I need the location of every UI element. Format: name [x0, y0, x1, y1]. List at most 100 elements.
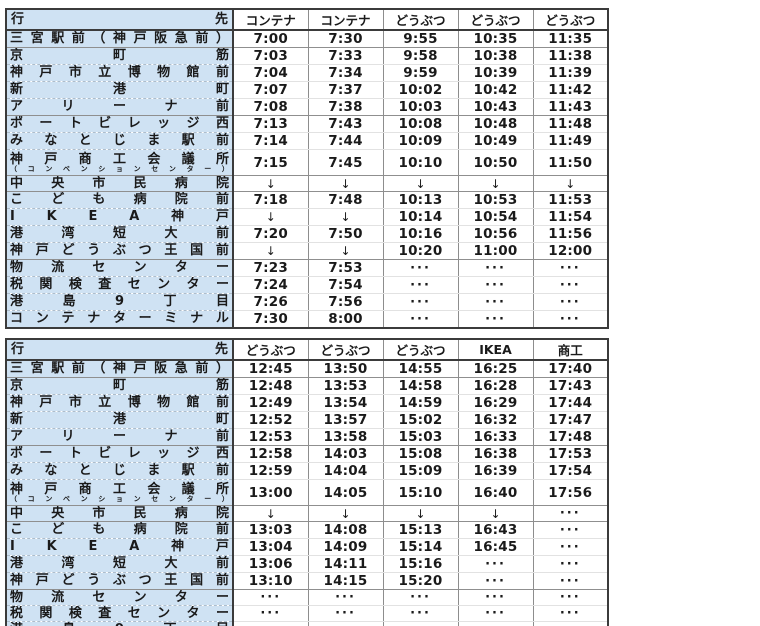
time-cell: 15:13: [382, 521, 458, 539]
time-cell: 17:47: [532, 411, 608, 429]
pass-through-cell: ↓: [232, 242, 308, 260]
pass-through-cell: ↓: [457, 175, 533, 192]
time-cell: 14:08: [307, 521, 383, 539]
time-cell: 12:49: [232, 394, 308, 412]
time-cell: 14:58: [382, 377, 458, 395]
time-cell: 10:38: [457, 47, 533, 65]
time-cell: 10:56: [457, 225, 533, 243]
time-cell: 10:43: [457, 98, 533, 116]
no-service-cell: ···: [457, 572, 533, 590]
station-cell: 神戸市立博物館前: [6, 64, 234, 82]
time-cell: 13:50: [307, 360, 383, 378]
table-row: 新港町 12:52 13:57 15:02 16:32 17:47: [6, 411, 608, 429]
time-cell: 7:37: [307, 81, 383, 99]
station-name: ポートビレッジ西: [10, 446, 229, 461]
time-cell: 12:59: [232, 462, 308, 480]
no-service-cell: ···: [532, 605, 608, 622]
time-cell: 10:13: [382, 191, 458, 209]
time-cell: 13:03: [232, 521, 308, 539]
table-row: 神戸どうぶつ王国前 ↓ ↓ 10:20 11:00 12:00: [6, 242, 608, 260]
time-cell: 7:08: [232, 98, 308, 116]
table-row: みなとじま駅前 12:59 14:04 15:09 16:39 17:54: [6, 462, 608, 480]
no-service-cell: ···: [532, 621, 608, 626]
time-cell: 7:14: [232, 132, 308, 150]
no-service-cell: ···: [532, 276, 608, 294]
time-cell: 14:05: [307, 479, 383, 506]
station-cell: こども病院前: [6, 521, 234, 539]
station-cell: 三宮駅前（神戸阪急前）: [6, 360, 234, 378]
time-cell: 12:53: [232, 428, 308, 446]
table-row: 港島 9 丁目 7:26 7:56 ··· ··· ···: [6, 293, 608, 311]
corner-header: 行先: [6, 339, 234, 361]
table-row: 中央市民病院 ↓ ↓ ↓ ↓ ···: [6, 505, 608, 522]
pass-through-cell: ↓: [232, 505, 308, 522]
no-service-cell: ···: [532, 505, 608, 522]
no-service-cell: ···: [457, 276, 533, 294]
time-cell: 7:45: [307, 149, 383, 176]
table-row: 中央市民病院 ↓ ↓ ↓ ↓ ↓: [6, 175, 608, 192]
station-name: コンテナターミナル: [10, 311, 229, 326]
time-cell: 11:54: [532, 208, 608, 226]
time-cell: 9:59: [382, 64, 458, 82]
table-row: みなとじま駅前 7:14 7:44 10:09 10:49 11:49: [6, 132, 608, 150]
timetable-afternoon: 行先どうぶつ どうぶつ どうぶつ IKEA 商工三宮駅前（神戸阪急前） 12:45 13:5…: [5, 338, 609, 626]
table-row: 三宮駅前（神戸阪急前） 7:00 7:30 9:55 10:35 11:35: [6, 30, 608, 48]
time-cell: 11:56: [532, 225, 608, 243]
station-name: 神戸どうぶつ王国前: [10, 243, 229, 258]
no-service-cell: ···: [457, 310, 533, 328]
time-cell: 10:20: [382, 242, 458, 260]
time-cell: 15:16: [382, 555, 458, 573]
time-cell: 10:16: [382, 225, 458, 243]
station-cell: 三宮駅前（神戸阪急前）: [6, 30, 234, 48]
column-header: どうぶつ: [307, 339, 383, 361]
header-row: 行先コンテナ コンテナ どうぶつ どうぶつ どうぶつ: [6, 9, 608, 31]
time-cell: 12:00: [532, 242, 608, 260]
time-cell: 7:03: [232, 47, 308, 65]
no-service-cell: ···: [382, 589, 458, 606]
table-row: 物流センター 7:23 7:53 ··· ··· ···: [6, 259, 608, 277]
time-cell: 7:04: [232, 64, 308, 82]
time-cell: 10:03: [382, 98, 458, 116]
time-cell: 10:10: [382, 149, 458, 176]
table-row: 港湾短大前 7:20 7:50 10:16 10:56 11:56: [6, 225, 608, 243]
time-cell: 10:54: [457, 208, 533, 226]
station-cell: 中央市民病院: [6, 175, 234, 192]
corner-left-label: 行: [11, 11, 25, 27]
time-cell: 14:59: [382, 394, 458, 412]
time-cell: 11:42: [532, 81, 608, 99]
time-cell: 11:38: [532, 47, 608, 65]
no-service-cell: ···: [307, 605, 383, 622]
column-header: どうぶつ: [457, 9, 533, 31]
no-service-cell: ···: [382, 310, 458, 328]
table-row: ポートビレッジ西 7:13 7:43 10:08 10:48 11:48: [6, 115, 608, 133]
table-row: 神戸商工会議所（コンベンションセンター） 13:00 14:05 15:10 16:40…: [6, 479, 608, 506]
station-name: アリーナ前: [10, 429, 229, 444]
station-name: 京町筋: [10, 378, 229, 393]
time-cell: 11:39: [532, 64, 608, 82]
station-cell: 神戸どうぶつ王国前: [6, 572, 234, 590]
time-cell: 7:50: [307, 225, 383, 243]
no-service-cell: ···: [232, 621, 308, 626]
time-cell: 15:08: [382, 445, 458, 463]
column-header: どうぶつ: [382, 9, 458, 31]
no-service-cell: ···: [532, 589, 608, 606]
time-cell: 7:15: [232, 149, 308, 176]
table-row: アリーナ前 12:53 13:58 15:03 16:33 17:48: [6, 428, 608, 446]
table-row: 港湾短大前 13:06 14:11 15:16 ··· ···: [6, 555, 608, 573]
time-cell: 13:54: [307, 394, 383, 412]
time-cell: 15:20: [382, 572, 458, 590]
time-cell: 10:35: [457, 30, 533, 48]
no-service-cell: ···: [532, 572, 608, 590]
time-cell: 14:09: [307, 538, 383, 556]
station-cell: みなとじま駅前: [6, 132, 234, 150]
column-header: どうぶつ: [532, 9, 608, 31]
station-name: 三宮駅前（神戸阪急前）: [10, 31, 229, 46]
table-row: 物流センター ··· ··· ··· ··· ···: [6, 589, 608, 606]
time-cell: 11:49: [532, 132, 608, 150]
time-cell: 15:14: [382, 538, 458, 556]
time-cell: 17:56: [532, 479, 608, 506]
